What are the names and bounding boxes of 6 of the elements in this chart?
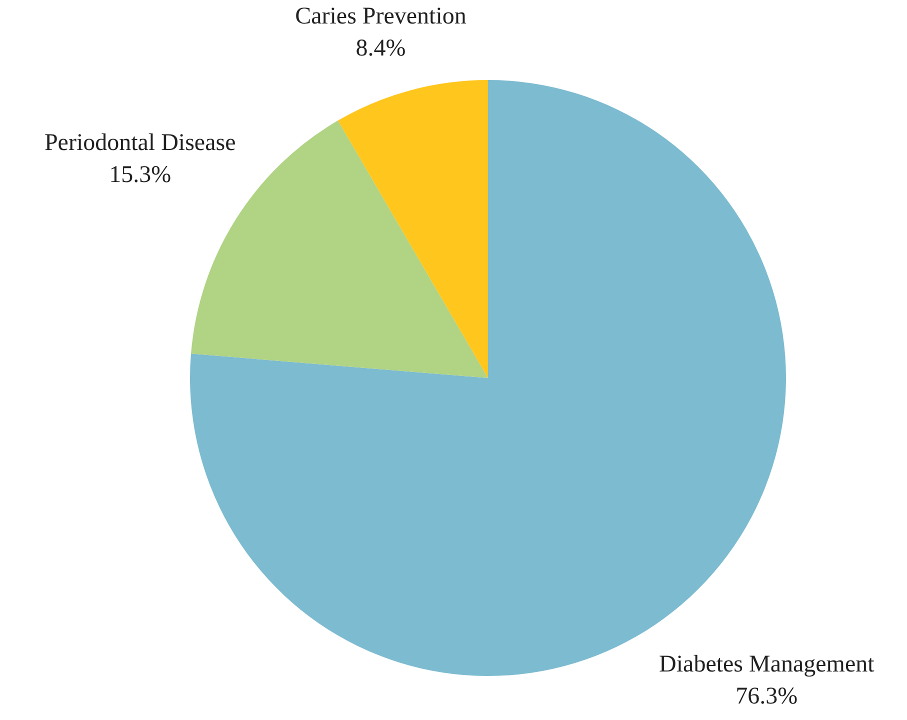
slice-label: Caries Prevention bbox=[295, 3, 466, 30]
data-label: 76.3% bbox=[736, 684, 798, 710]
data-label: 8.4% bbox=[356, 35, 406, 62]
slice-label: Periodontal Disease bbox=[44, 130, 236, 156]
data-label: 15.3% bbox=[109, 162, 172, 188]
slice-label: Diabetes Management bbox=[659, 652, 875, 678]
